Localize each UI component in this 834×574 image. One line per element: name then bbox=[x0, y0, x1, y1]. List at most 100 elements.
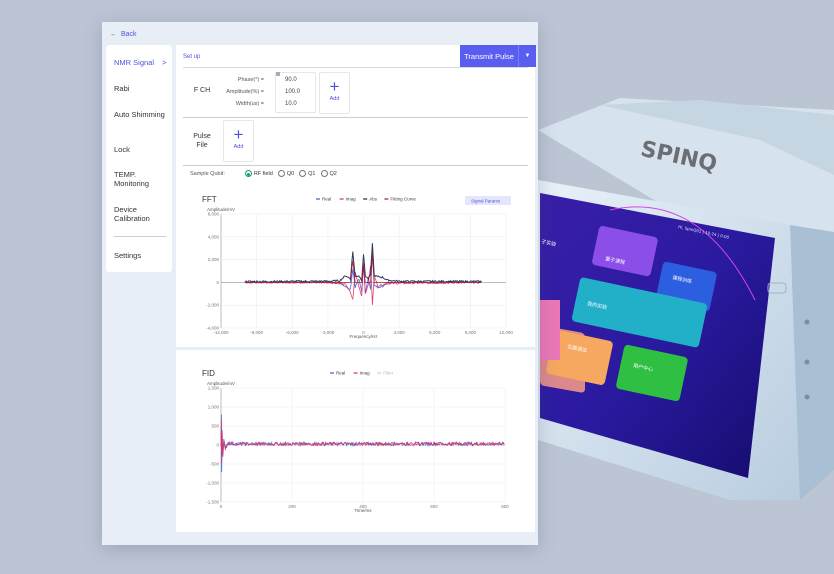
radio-label: Q0 bbox=[286, 170, 295, 177]
sidebar-item-auto-shimming[interactable]: Auto Shimming bbox=[114, 110, 165, 119]
sidebar-item-nmr-signal[interactable]: NMR Signal > bbox=[114, 58, 170, 67]
back-button[interactable]: ← Back bbox=[110, 31, 137, 38]
legend-label: Real bbox=[336, 371, 345, 376]
device-tile bbox=[592, 225, 658, 277]
plus-icon: + bbox=[329, 77, 340, 96]
y-tick-label: 1,500 bbox=[208, 386, 220, 391]
y-tick-label: 1,000 bbox=[208, 405, 220, 410]
device-tile bbox=[616, 344, 688, 401]
sidebar-item-settings[interactable]: Settings bbox=[114, 251, 142, 260]
fft-chart: FFT Amplitude/mV Frequency/Hz 6,000 4,000 2,0… bbox=[202, 195, 513, 339]
y-tick-label: 0 bbox=[216, 443, 219, 448]
chart-title: FID bbox=[202, 369, 215, 378]
y-tick-label: -500 bbox=[210, 462, 220, 467]
x-tick-label: 6,000 bbox=[429, 330, 441, 335]
fid-chart-card: FID Amplitude/mV Time/ms 1,500 1,000 500 0 -500… bbox=[176, 350, 535, 532]
radio-checked-icon bbox=[244, 170, 252, 177]
x-tick-label: 200 bbox=[288, 504, 296, 509]
add-pulse-file-button[interactable]: + Add bbox=[223, 120, 254, 162]
phase-value[interactable]: 90.0 bbox=[285, 77, 297, 83]
sidebar: NMR Signal > Rabi Auto Shimming Lock TEM… bbox=[106, 45, 172, 272]
series-line-imag bbox=[220, 419, 505, 464]
legend-label: Real bbox=[322, 197, 331, 202]
legend-label: Imag bbox=[360, 371, 371, 376]
device-tile-label: 课程训练 bbox=[672, 274, 693, 285]
signal-params-button[interactable] bbox=[465, 196, 511, 205]
device-tile bbox=[546, 329, 613, 385]
drag-handle-icon[interactable] bbox=[276, 72, 280, 76]
transmit-pulse-button-group: Transmit Pulse ▼ bbox=[460, 45, 536, 67]
device-tile bbox=[571, 277, 707, 348]
sidebar-item-device-calibration[interactable]: Device Calibration bbox=[114, 205, 150, 223]
device-lid-top bbox=[600, 100, 834, 175]
divider bbox=[183, 67, 528, 68]
arrow-left-icon: ← bbox=[110, 31, 117, 38]
radio-q1[interactable]: Q1 bbox=[299, 170, 316, 177]
x-tick-label: -6,000 bbox=[286, 330, 299, 335]
width-label: Width(us) = bbox=[235, 101, 264, 107]
device-tile-label: 子实验 bbox=[541, 238, 557, 248]
fft-chart-card: FFT Amplitude/mV Frequency/Hz 6,000 4,000 2,0… bbox=[176, 185, 535, 347]
x-axis-label: Frequency/Hz bbox=[349, 334, 378, 339]
add-label: Add bbox=[233, 144, 244, 150]
legend-label: Filter bbox=[383, 371, 394, 376]
legend-label: Abs bbox=[369, 197, 378, 202]
screen-arc bbox=[609, 206, 756, 301]
radio-icon bbox=[320, 170, 328, 177]
sample-qubit-label: Sample Qubit: bbox=[190, 170, 225, 177]
radio-rf-field[interactable]: RF field bbox=[244, 170, 273, 177]
amplitude-value[interactable]: 100.0 bbox=[285, 89, 301, 95]
divider bbox=[183, 165, 528, 166]
sidebar-item-rabi[interactable]: Rabi bbox=[114, 84, 130, 93]
device-screw bbox=[804, 319, 810, 325]
setup-title: Set up bbox=[183, 54, 201, 60]
amplitude-label: Amplitude(%) = bbox=[226, 89, 264, 95]
x-axis-label: Time/ms bbox=[354, 508, 372, 513]
add-label: Add bbox=[329, 96, 340, 102]
sidebar-item-lock[interactable]: Lock bbox=[114, 145, 130, 154]
y-tick-label: 6,000 bbox=[208, 212, 220, 217]
y-tick-label: 4,000 bbox=[208, 234, 220, 239]
radio-label: RF field bbox=[253, 170, 273, 177]
plus-icon: + bbox=[233, 125, 244, 144]
device-tile-label: 我的实验 bbox=[587, 300, 608, 311]
radio-icon bbox=[277, 170, 285, 177]
add-pulse-button[interactable]: + Add bbox=[319, 72, 350, 114]
x-tick-label: 600 bbox=[430, 504, 438, 509]
series-line-abs bbox=[244, 243, 482, 284]
pulse-param-card[interactable]: 90.0 100.0 10.0 bbox=[275, 72, 316, 113]
device-button bbox=[767, 282, 787, 294]
y-tick-label: 0 bbox=[216, 280, 219, 285]
y-tick-label: -1,000 bbox=[206, 481, 219, 486]
sidebar-item-temp-monitoring[interactable]: TEMP. Monitoring bbox=[114, 170, 150, 188]
x-tick-label: -9,000 bbox=[250, 330, 263, 335]
device-side bbox=[790, 225, 834, 500]
width-value[interactable]: 10.0 bbox=[285, 101, 297, 107]
x-tick-label: 800 bbox=[501, 504, 509, 509]
sidebar-item-label: NMR Signal bbox=[114, 58, 155, 67]
device-tile-label: 用户中心 bbox=[633, 362, 654, 373]
y-tick-label: 2,000 bbox=[208, 257, 220, 262]
y-tick-label: 500 bbox=[211, 424, 219, 429]
x-tick-label: 9,000 bbox=[465, 330, 477, 335]
y-axis-label: Amplitude/mV bbox=[207, 381, 235, 386]
radio-q0[interactable]: Q0 bbox=[277, 170, 295, 177]
legend-label: Fitting Curve bbox=[390, 197, 416, 202]
x-tick-label: 12,000 bbox=[499, 330, 513, 335]
radio-label: Q2 bbox=[329, 170, 337, 177]
sample-qubit-group: Sample Qubit: RF field Q0 Q1 Q2 bbox=[190, 170, 337, 177]
x-tick-label: -3,000 bbox=[321, 330, 334, 335]
transmit-pulse-button[interactable]: Transmit Pulse bbox=[460, 45, 519, 67]
device-tile-label: 仪器调试 bbox=[567, 343, 588, 354]
radio-q2[interactable]: Q2 bbox=[320, 170, 337, 177]
sidebar-divider bbox=[114, 236, 166, 237]
device-screw bbox=[804, 394, 810, 400]
caret-down-icon[interactable]: ▼ bbox=[524, 53, 531, 59]
x-tick-label: 0 bbox=[220, 504, 223, 509]
series-line-fitting-curve bbox=[244, 252, 482, 283]
x-tick-label: -12,000 bbox=[213, 330, 229, 335]
device-tile-label: 量子课程 bbox=[605, 255, 626, 266]
x-tick-label: 3,000 bbox=[393, 330, 405, 335]
back-label: Back bbox=[121, 31, 137, 38]
